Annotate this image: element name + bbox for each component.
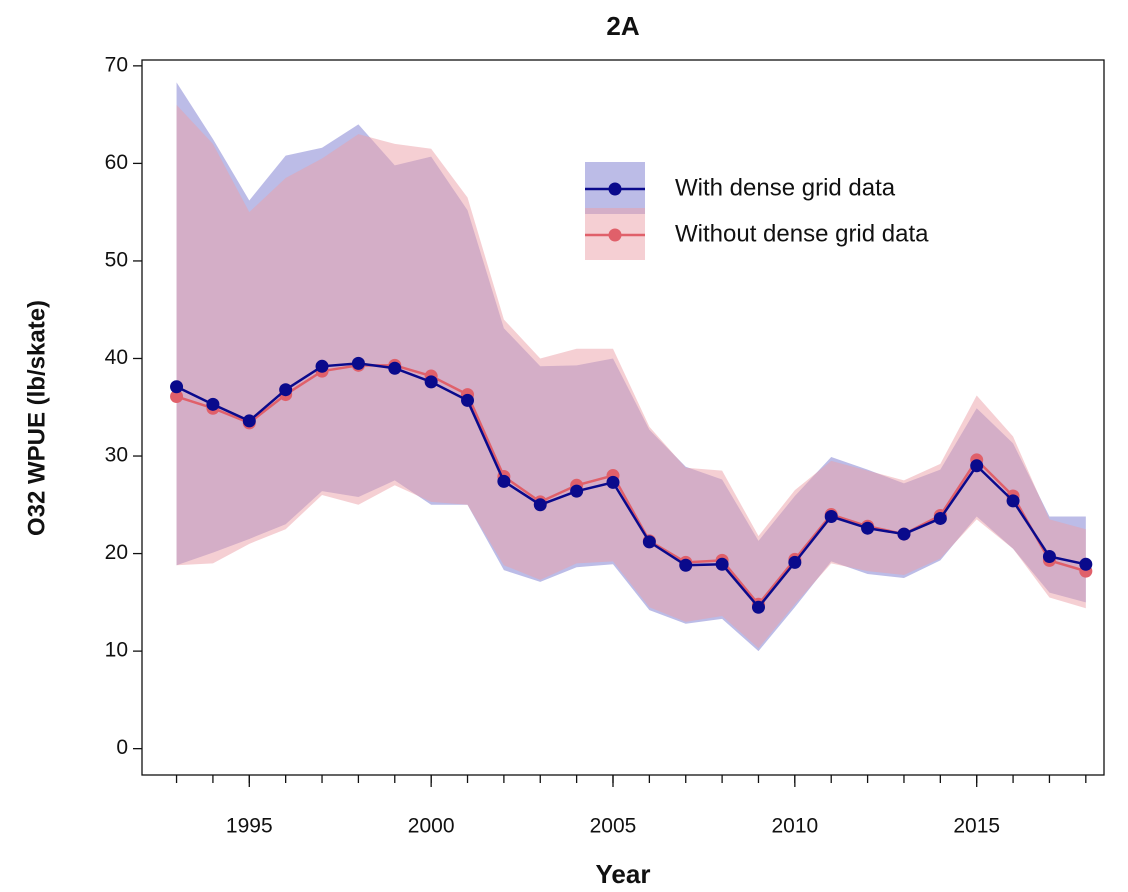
point	[497, 474, 511, 488]
confidence-band	[176, 104, 1086, 649]
y-tick-label: 50	[105, 248, 128, 271]
point	[751, 600, 765, 614]
x-axis-label: Year	[596, 859, 651, 889]
point	[824, 510, 838, 524]
point	[424, 375, 438, 389]
legend-label: With dense grid data	[675, 174, 896, 201]
point	[461, 393, 475, 407]
point	[679, 558, 693, 572]
point	[242, 414, 256, 428]
y-tick-label: 70	[105, 53, 128, 76]
point	[1006, 494, 1020, 508]
y-tick-label: 20	[105, 541, 128, 564]
x-tick-label: 2010	[771, 815, 818, 838]
point	[279, 383, 293, 397]
plot-frame	[141, 59, 1105, 776]
point	[388, 361, 402, 375]
y-tick-label: 10	[105, 639, 128, 662]
point	[170, 390, 184, 404]
legend-marker	[608, 182, 622, 196]
point	[788, 555, 802, 569]
point	[897, 527, 911, 541]
point	[170, 380, 184, 394]
point	[351, 356, 365, 370]
point	[606, 475, 620, 489]
point	[570, 484, 584, 498]
point	[315, 359, 329, 373]
y-tick-label: 60	[105, 151, 128, 174]
point	[206, 397, 220, 411]
x-tick-label: 2005	[590, 815, 637, 838]
y-axis-label: O32 WPUE (lb/skate)	[23, 300, 50, 536]
y-tick-label: 30	[105, 444, 128, 467]
legend-label: Without dense grid data	[675, 220, 929, 247]
point	[970, 459, 984, 473]
x-tick-label: 2000	[408, 815, 455, 838]
y-tick-label: 0	[116, 736, 128, 759]
point	[933, 511, 947, 525]
chart-title: 2A	[606, 11, 639, 41]
point	[533, 498, 547, 512]
x-tick-label: 1995	[226, 815, 273, 838]
point	[715, 557, 729, 571]
point	[1042, 550, 1056, 564]
point	[861, 521, 875, 535]
point	[642, 535, 656, 549]
legend-marker	[608, 228, 622, 242]
point	[1079, 557, 1093, 571]
y-tick-label: 40	[105, 346, 128, 369]
x-tick-label: 2015	[953, 815, 1000, 838]
